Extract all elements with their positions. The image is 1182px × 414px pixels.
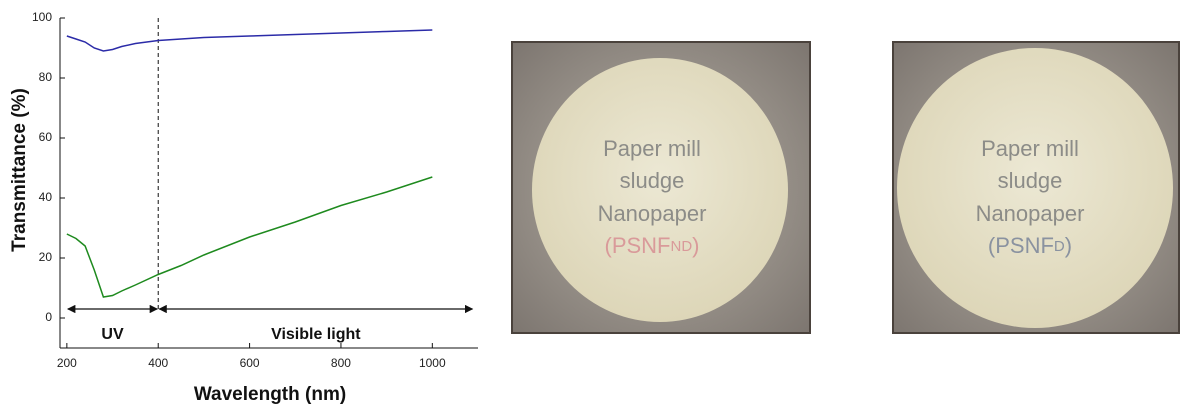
photo-text: sludge: [998, 168, 1063, 193]
y-tick-label: 60: [39, 130, 53, 144]
code: ): [1065, 233, 1072, 258]
photo-code: (PSNFND): [605, 233, 700, 258]
y-axis-label: Transmittance (%): [9, 88, 30, 252]
y-tick-label: 80: [39, 70, 53, 84]
x-tick-label: 400: [148, 356, 168, 370]
y-tick-label: 20: [39, 250, 53, 264]
photo-text: Paper mill: [603, 136, 701, 161]
y-tick-label: 100: [32, 10, 52, 24]
photo: Paper mill sludge Nanopaper (PSNFD): [892, 41, 1180, 334]
series-line: [66, 176, 433, 298]
series-line: [66, 29, 433, 52]
code: (PSNF: [988, 233, 1054, 258]
photo-text: Nanopaper: [598, 201, 707, 226]
code: ): [692, 233, 699, 258]
code: (PSNF: [605, 233, 671, 258]
y-tick-label: 40: [39, 190, 53, 204]
x-tick-label: 200: [57, 356, 77, 370]
span-label: UV: [101, 326, 124, 343]
photo-text: Nanopaper: [976, 201, 1085, 226]
photo: Paper mill sludge Nanopaper (PSNFND): [511, 41, 811, 334]
y-tick-label: 0: [45, 310, 52, 324]
x-tick-label: 600: [240, 356, 260, 370]
x-tick-label: 1000: [419, 356, 446, 370]
code-sub: D: [1054, 238, 1065, 255]
photo-text: sludge: [620, 168, 685, 193]
x-tick-label: 800: [331, 356, 351, 370]
x-axis-label: Wavelength (nm): [194, 384, 346, 405]
photo-code: (PSNFD): [988, 233, 1072, 258]
photo-text: Paper mill: [981, 136, 1079, 161]
span-label: Visible light: [271, 326, 361, 343]
code-sub: ND: [671, 238, 693, 255]
